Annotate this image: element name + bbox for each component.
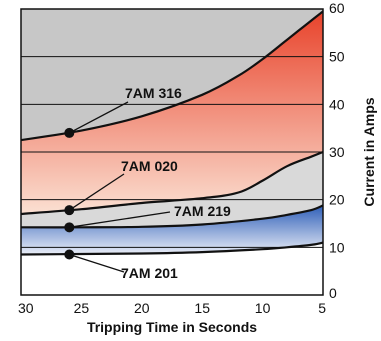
- y-tick-50: 50: [329, 49, 345, 65]
- curve-7am-316: [21, 10, 323, 142]
- x-tick-25: 25: [74, 300, 90, 316]
- x-tick-5: 5: [318, 300, 326, 316]
- band-7am-316-020: [21, 11, 323, 215]
- x-axis-title: Tripping Time in Seconds: [87, 319, 257, 335]
- x-tick-15: 15: [194, 300, 210, 316]
- y-tick-40: 40: [329, 96, 345, 112]
- curve-7am-219: [21, 204, 323, 229]
- y-tick-20: 20: [329, 192, 345, 208]
- label-7am-020: 7AM 020: [121, 158, 178, 174]
- y-tick-0: 0: [329, 285, 337, 301]
- band-above-7am-316: [21, 9, 323, 141]
- label-7am-201: 7AM 201: [121, 265, 178, 281]
- y-axis-title: Current in Amps: [361, 97, 377, 206]
- curve-7am-020: [21, 150, 323, 216]
- label-7am-316: 7AM 316: [125, 85, 182, 101]
- x-tick-20: 20: [134, 300, 150, 316]
- y-tick-10: 10: [329, 239, 345, 255]
- callout-line-7am-219: [69, 211, 171, 228]
- y-tick-60: 60: [329, 0, 345, 16]
- x-tick-30: 30: [18, 300, 34, 316]
- callout-line-7am-316: [69, 101, 129, 134]
- callout-line-7am-020: [68, 173, 125, 211]
- curve-7am-201: [21, 241, 323, 256]
- plot-area: [20, 8, 324, 296]
- y-tick-30: 30: [329, 144, 345, 160]
- callout-line-7am-201: [69, 253, 125, 273]
- plot-frame: [20, 8, 324, 296]
- x-tick-10: 10: [255, 300, 271, 316]
- band-7am-219-201: [21, 205, 323, 255]
- label-7am-219: 7AM 219: [174, 203, 231, 219]
